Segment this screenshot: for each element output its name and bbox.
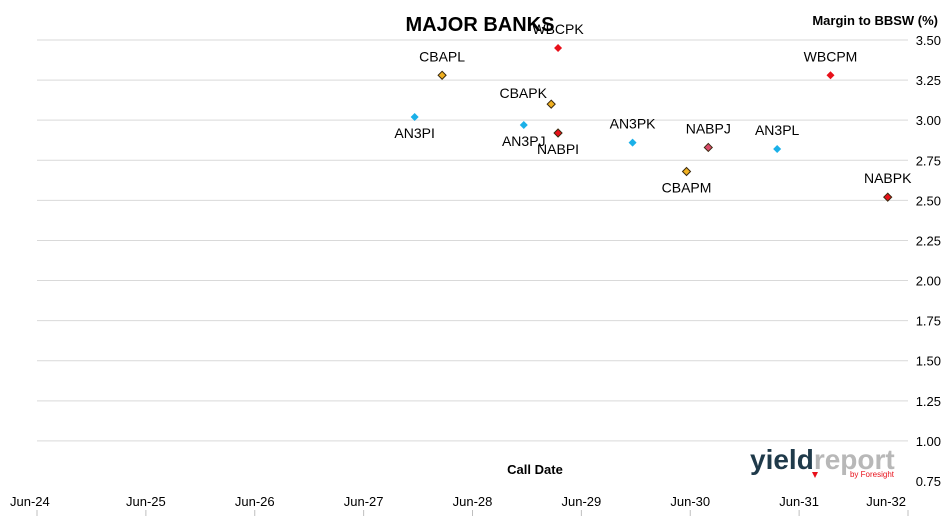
x-tick-labels: Jun-24 Jun-25 Jun-26 Jun-27 Jun-28 Jun-29 Jun-… [10,494,909,516]
x-axis-label: Call Date [507,462,563,477]
point-label-nabpj: NABPJ [686,120,731,136]
yieldreport-logo: yieldreport by Foresight [750,444,895,479]
x-tick-label: Jun-26 [235,494,275,509]
point-label-an3pi: AN3PI [394,125,434,141]
y-tick-label: 1.00 [916,434,941,449]
y-tick-label: 1.75 [916,314,941,329]
x-tick-label: Jun-28 [453,494,493,509]
point-label-cbapk: CBAPK [499,85,547,101]
point-label-wbcpm: WBCPM [804,48,858,64]
gridlines [37,39,908,442]
x-tick-label: Jun-29 [562,494,602,509]
point-an3pj [519,120,528,129]
y-axis-label: Margin to BBSW (%) [812,13,938,28]
x-tick-label: Jun-30 [670,494,710,509]
logo-subtitle: by Foresight [850,470,895,479]
point-cbapm [681,166,692,177]
point-nabpk [883,192,893,202]
point-label-wbcpk: WBCPK [532,21,584,37]
point-an3pk [628,138,637,147]
y-tick-label: 3.25 [916,73,941,88]
y-tick-label: 3.50 [916,33,941,48]
x-tick-label: Jun-24 [10,494,50,509]
point-label-nabpk: NABPK [864,170,912,186]
point-label-cbapm: CBAPM [662,179,712,195]
point-cbapk [546,99,556,109]
y-tick-label: 1.50 [916,354,941,369]
point-wbcpm [826,71,835,80]
x-tick-label: Jun-31 [779,494,819,509]
point-label-cbapl: CBAPL [419,48,465,64]
point-wbcpk [554,44,563,53]
point-nabpj [703,142,713,153]
y-tick-label: 2.25 [916,233,941,248]
chart-title: MAJOR BANKS [406,14,555,36]
point-label-an3pj: AN3PJ [502,133,546,149]
logo-text-yield: yield [750,444,814,475]
x-tick-label: Jun-32 [866,494,906,509]
point-label-nabpi: NABPI [537,141,579,157]
point-nabpi [553,128,563,138]
y-tick-label: 2.75 [916,153,941,168]
logo-text-report: report [814,444,895,475]
y-tick-label: 0.75 [916,474,941,489]
point-an3pi [410,112,419,121]
point-label-an3pk: AN3PK [610,116,657,132]
point-label-an3pl: AN3PL [755,122,800,138]
x-tick-label: Jun-25 [126,494,166,509]
y-tick-label: 2.00 [916,274,941,289]
y-tick-labels: 0.75 1.00 1.25 1.50 1.75 2.00 2.25 2.50 2.75 3.00… [916,33,941,489]
point-cbapl [437,70,447,80]
y-tick-label: 2.50 [916,193,941,208]
logo-pin-icon [812,472,818,478]
y-tick-label: 3.00 [916,113,941,128]
x-tick-label: Jun-27 [344,494,384,509]
y-tick-label: 1.25 [916,394,941,409]
point-an3pl [773,145,782,154]
svg-text:yieldreport: yieldreport [750,444,895,475]
